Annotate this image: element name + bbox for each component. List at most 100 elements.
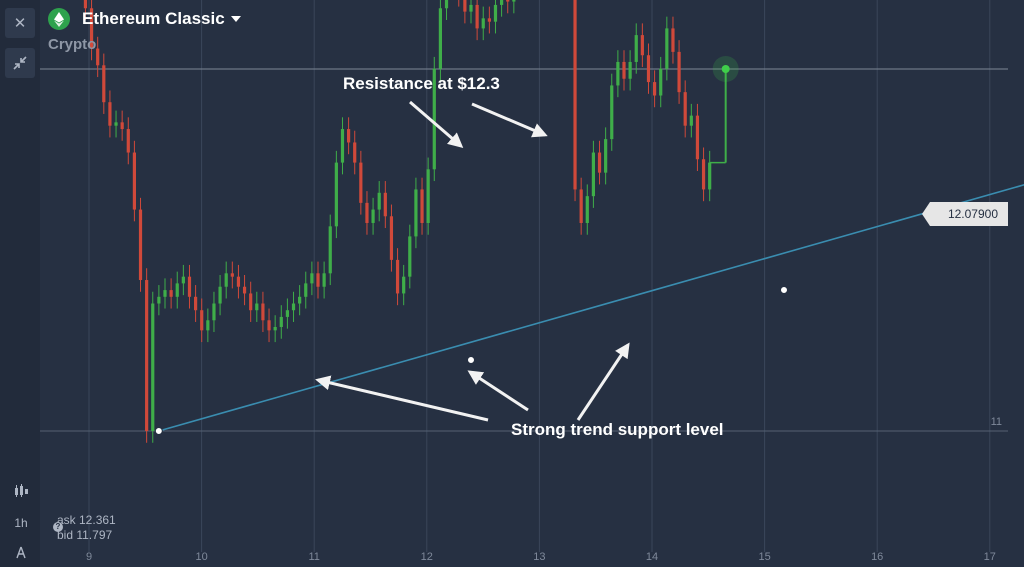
- annotation-arrow: [409, 100, 464, 148]
- asset-category: Crypto: [48, 36, 97, 53]
- candle-body: [181, 276, 185, 284]
- candle-body: [383, 192, 387, 217]
- candle-body: [420, 189, 424, 223]
- candle-body: [579, 189, 583, 223]
- close-icon[interactable]: ✕: [5, 8, 35, 38]
- candle-body: [438, 8, 442, 69]
- candle-body: [408, 236, 412, 277]
- current-price-tag: 12.07900: [922, 202, 1008, 226]
- asset-selector[interactable]: Ethereum Classic: [48, 8, 241, 30]
- candlestick-series: [83, 0, 712, 443]
- support-annotation: Strong trend support level: [511, 420, 724, 439]
- candle-body: [224, 273, 228, 287]
- ask-price: ask 12.361: [57, 513, 116, 527]
- y-tick-label: 11: [991, 416, 1002, 428]
- candle-body: [585, 196, 589, 223]
- candle-body: [83, 0, 88, 9]
- candle-body: [359, 162, 363, 203]
- candle-body: [634, 35, 638, 62]
- candle-body: [145, 280, 149, 431]
- candle-body: [500, 0, 504, 5]
- candle-body: [316, 273, 320, 287]
- candle-body: [322, 273, 326, 287]
- candle-body: [597, 152, 602, 173]
- pen-icon[interactable]: [8, 546, 34, 563]
- candle-body: [96, 48, 100, 66]
- candle-body: [163, 290, 167, 297]
- candle-body: [151, 303, 155, 431]
- candle-body: [469, 4, 473, 12]
- annotation-arrows: [315, 100, 630, 422]
- candle-body: [689, 115, 693, 126]
- candle-body: [640, 35, 644, 56]
- candle-body: [365, 202, 369, 223]
- candle-body: [402, 276, 406, 294]
- x-tick-label: 12: [421, 551, 433, 563]
- annotation-arrow: [467, 370, 529, 412]
- candle-body: [175, 283, 179, 297]
- x-tick-label: 15: [758, 551, 770, 563]
- candle-body: [414, 189, 418, 237]
- candle-body: [298, 296, 302, 304]
- annotation-arrow: [315, 375, 489, 422]
- current-price-dot: [721, 64, 730, 73]
- timeframe-button[interactable]: 1h: [14, 516, 28, 530]
- annotation-arrow: [576, 342, 630, 421]
- candle-body: [371, 209, 375, 223]
- candle-body: [426, 169, 430, 223]
- candle-body: [573, 0, 577, 190]
- trend-touch-point: [154, 427, 163, 435]
- candle-body: [206, 320, 210, 331]
- candle-body: [671, 28, 675, 52]
- candle-body: [493, 4, 498, 22]
- trend-touch-point: [780, 286, 788, 294]
- candle-body: [487, 18, 491, 22]
- resistance-annotation: Resistance at $12.3: [343, 74, 500, 93]
- candle-body: [304, 283, 308, 297]
- candles-icon[interactable]: [8, 484, 34, 501]
- annotation-arrow: [471, 102, 548, 138]
- candle-body: [512, 0, 516, 2]
- x-tick-label: 16: [871, 551, 883, 563]
- x-tick-label: 13: [533, 551, 545, 563]
- x-tick-label: 11: [308, 551, 319, 563]
- candle-body: [255, 303, 259, 311]
- support-trend-line: [158, 184, 1024, 432]
- candle-body: [194, 296, 198, 311]
- asset-name: Ethereum Classic: [82, 9, 225, 28]
- candle-body: [230, 273, 234, 277]
- candle-body: [389, 216, 394, 260]
- candle-body: [89, 8, 94, 49]
- chart-grid: [88, 0, 991, 552]
- candle-body: [267, 320, 271, 331]
- candle-body: [591, 152, 595, 197]
- collapse-arrows-icon[interactable]: [5, 48, 35, 78]
- candle-body: [340, 129, 345, 163]
- candle-body: [102, 65, 106, 103]
- candle-body: [218, 286, 222, 304]
- candle-body: [353, 142, 357, 163]
- bid-ask-quote: ? ask 12.361 bid 11.797: [53, 513, 116, 543]
- candle-body: [695, 115, 700, 160]
- candle-body: [334, 162, 338, 227]
- candle-body: [249, 293, 253, 311]
- candle-body: [328, 226, 332, 274]
- price-levels: [40, 68, 1008, 432]
- candle-body: [187, 276, 192, 297]
- asset-header: Ethereum Classic Crypto: [48, 8, 241, 53]
- candle-body: [291, 303, 296, 311]
- candle-body: [285, 310, 289, 317]
- candle-body: [444, 0, 449, 9]
- candle-body: [506, 0, 510, 2]
- candle-body: [475, 4, 479, 29]
- candle-body: [683, 92, 687, 126]
- candle-body: [132, 152, 136, 210]
- candle-body: [347, 129, 351, 143]
- chevron-down-icon[interactable]: [230, 16, 241, 22]
- x-tick-label: 10: [195, 551, 207, 563]
- x-tick-label: 14: [646, 551, 658, 563]
- candle-body: [261, 303, 265, 321]
- candle-body: [279, 316, 283, 327]
- candle-body: [242, 286, 247, 294]
